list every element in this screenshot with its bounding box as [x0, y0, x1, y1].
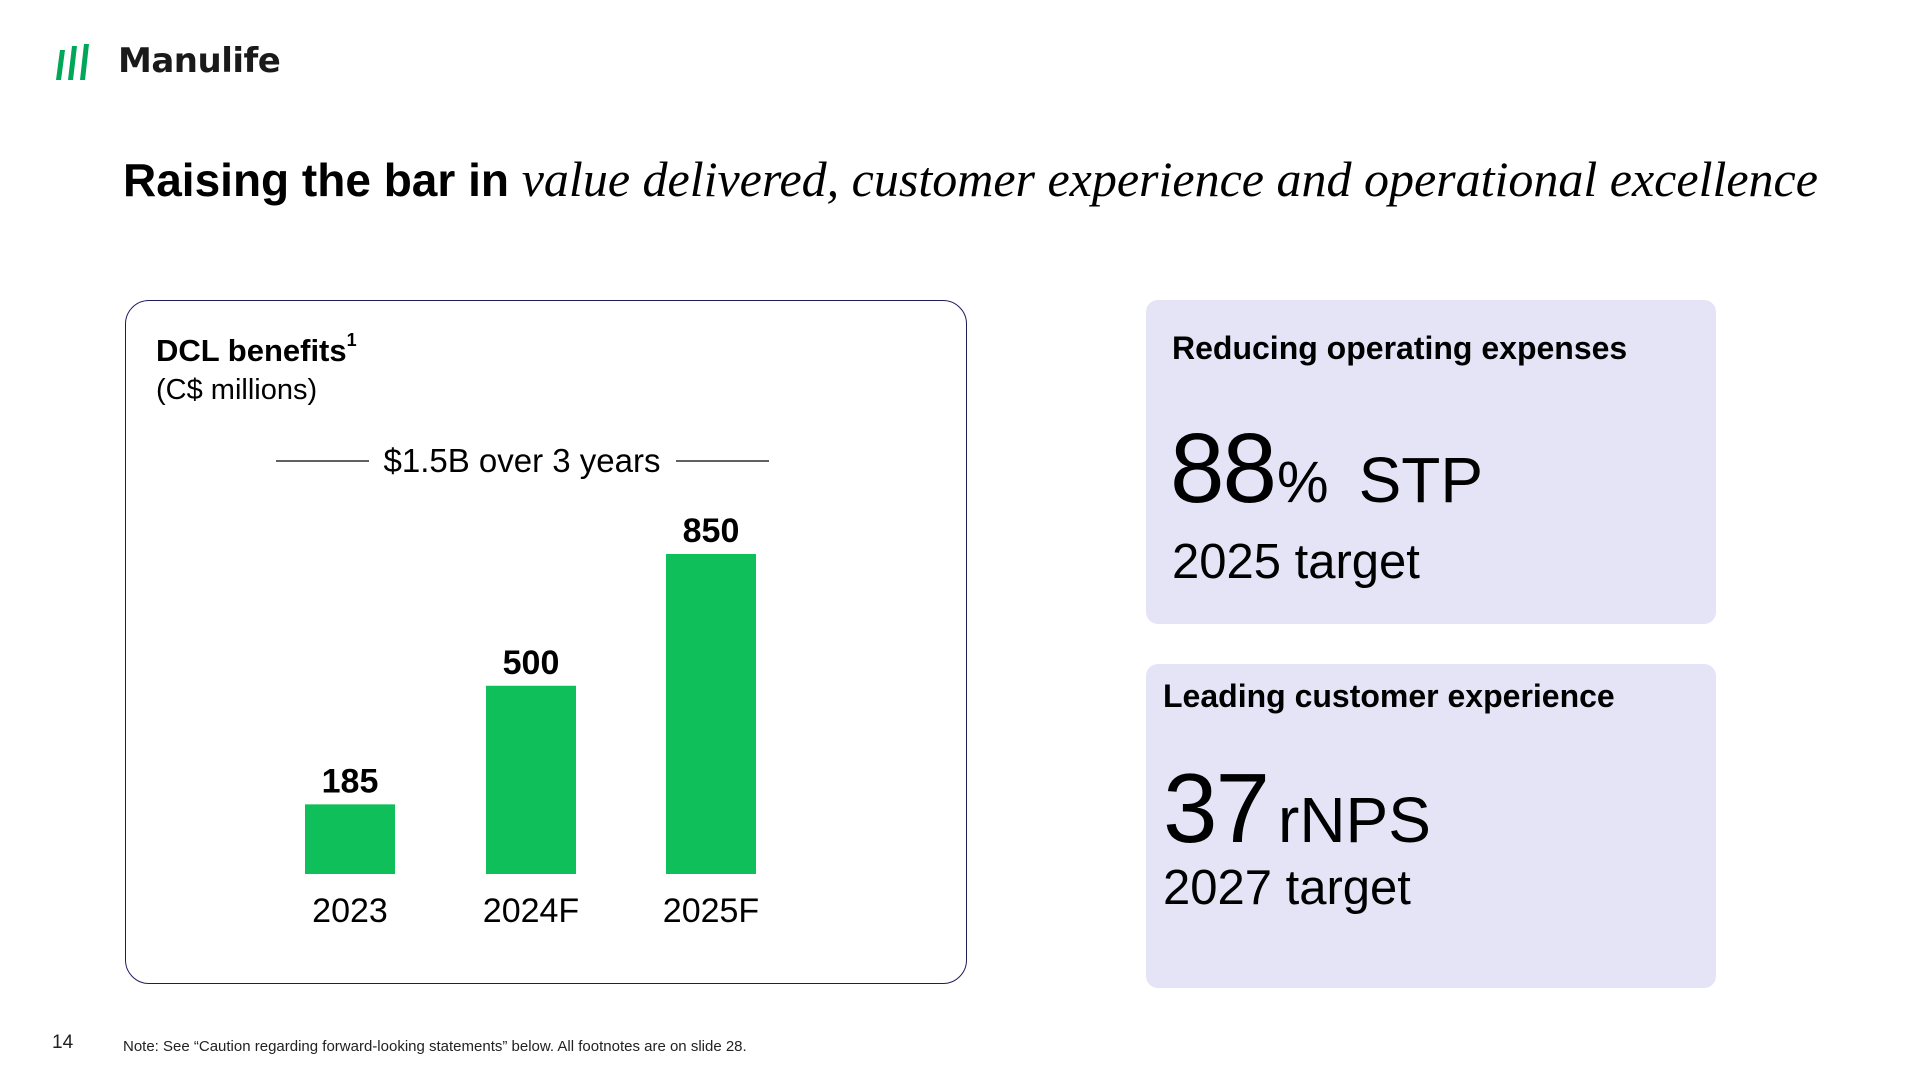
- logo-wordmark: Manulife: [118, 41, 281, 81]
- bar-2025F: [666, 554, 756, 874]
- page-title-italic: value delivered, customer experience and…: [521, 151, 1818, 207]
- x-tick-label: 2024F: [483, 892, 579, 930]
- customer-experience-heading: Leading customer experience: [1163, 678, 1615, 714]
- chart-title-text: DCL benefits: [156, 333, 347, 368]
- bar-value-label: 850: [683, 512, 740, 550]
- operating-expenses-heading: Reducing operating expenses: [1172, 330, 1628, 366]
- page-title: Raising the bar in value delivered, cust…: [123, 150, 1818, 208]
- operating-expenses-card: Reducing operating expenses 88% STP 2025 …: [1146, 300, 1716, 624]
- manulife-logo-icon: [56, 44, 89, 80]
- chart-footnote-marker: 1: [346, 329, 357, 350]
- dcl-chart-card: DCL benefits1 (C$ millions) $1.5B over 3…: [125, 300, 967, 984]
- rnps-unit: rNPS: [1278, 784, 1431, 856]
- chart-title: DCL benefits1: [156, 329, 357, 369]
- stp-value: 88: [1170, 413, 1277, 523]
- x-tick-label: 2025F: [663, 892, 759, 930]
- page-number: 14: [52, 1032, 74, 1053]
- customer-experience-card: Leading customer experience 37 rNPS 2027 …: [1146, 664, 1716, 988]
- manulife-logo: Manulife: [52, 36, 281, 86]
- bar-value-label: 500: [503, 644, 560, 682]
- page-title-strong: Raising the bar in: [123, 154, 522, 206]
- bar-value-label: 185: [322, 762, 379, 800]
- chart-annotation: $1.5B over 3 years: [384, 442, 661, 479]
- stp-percent-sign: %: [1277, 450, 1329, 515]
- bar-2024F: [486, 685, 576, 874]
- bar-2023: [305, 804, 395, 874]
- bars-group: 185 2023 500 2024F 850 2025F: [305, 512, 759, 930]
- bar-chart: $1.5B over 3 years 185 2023 500 2024F 850 202…: [276, 442, 769, 930]
- x-tick-label: 2023: [312, 892, 388, 930]
- stp-metric: 88% STP: [1170, 412, 1483, 525]
- footer-note: Note: See “Caution regarding forward-loo…: [123, 1038, 747, 1055]
- rnps-target-label: 2027 target: [1163, 861, 1411, 915]
- rnps-value: 37: [1163, 753, 1270, 863]
- chart-subtitle: (C$ millions): [156, 374, 318, 406]
- rnps-metric: 37 rNPS: [1163, 752, 1431, 865]
- stp-unit: STP: [1358, 444, 1484, 516]
- stp-target-label: 2025 target: [1172, 535, 1420, 589]
